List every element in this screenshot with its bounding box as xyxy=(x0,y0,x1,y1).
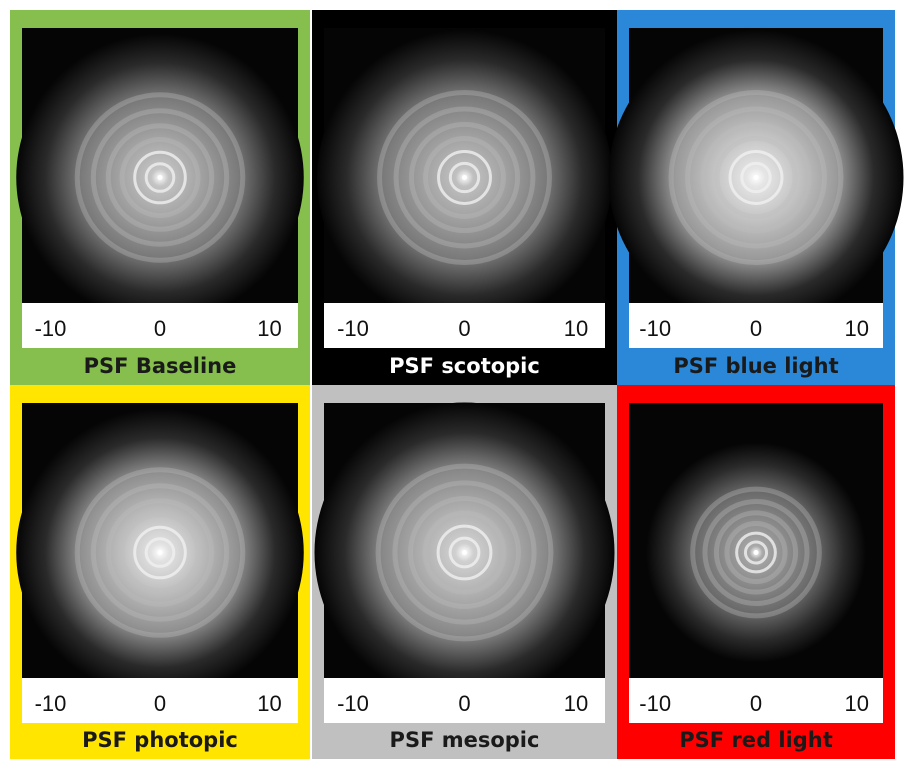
x-tick-label: 0 xyxy=(750,316,762,341)
panel: -10 0 10 PSF mesopic xyxy=(312,385,617,759)
panel-title: PSF scotopic xyxy=(389,354,540,378)
x-tick-label: 10 xyxy=(257,691,281,716)
figure: -10 0 10 PSF Baseline -10 0 10 PSF scotopic -10 0… xyxy=(0,0,905,759)
x-tick-label: 0 xyxy=(154,691,166,716)
x-tick-label: 10 xyxy=(845,691,869,716)
x-tick-label: 10 xyxy=(257,316,281,341)
panel: -10 0 10 PSF Baseline xyxy=(10,10,310,385)
x-tick-label: 10 xyxy=(845,316,869,341)
psf-center xyxy=(754,175,759,180)
x-tick-label: 0 xyxy=(750,691,762,716)
panel-title: PSF mesopic xyxy=(390,728,540,752)
x-tick-label: 0 xyxy=(458,691,470,716)
x-tick-label: -10 xyxy=(337,691,369,716)
psf-center xyxy=(462,550,467,555)
x-tick-label: 10 xyxy=(564,691,588,716)
psf-center xyxy=(462,175,467,180)
x-tick-label: -10 xyxy=(337,316,369,341)
panel-title: PSF blue light xyxy=(673,354,838,378)
panel: -10 0 10 PSF scotopic xyxy=(312,10,617,385)
panel-title: PSF red light xyxy=(679,728,833,752)
x-tick-label: -10 xyxy=(639,316,671,341)
x-tick-label: 0 xyxy=(458,316,470,341)
psf-center xyxy=(158,175,163,180)
x-tick-label: 10 xyxy=(564,316,588,341)
x-tick-label: -10 xyxy=(35,316,67,341)
x-tick-label: -10 xyxy=(639,691,671,716)
panel: -10 0 10 PSF red light xyxy=(617,385,895,759)
psf-center xyxy=(158,550,163,555)
panel: -10 0 10 PSF blue light xyxy=(609,10,904,385)
panel: -10 0 10 PSF photopic xyxy=(10,385,310,759)
panel-title: PSF photopic xyxy=(82,728,238,752)
x-tick-label: 0 xyxy=(154,316,166,341)
psf-center xyxy=(754,550,759,555)
x-tick-label: -10 xyxy=(35,691,67,716)
panel-title: PSF Baseline xyxy=(84,354,237,378)
